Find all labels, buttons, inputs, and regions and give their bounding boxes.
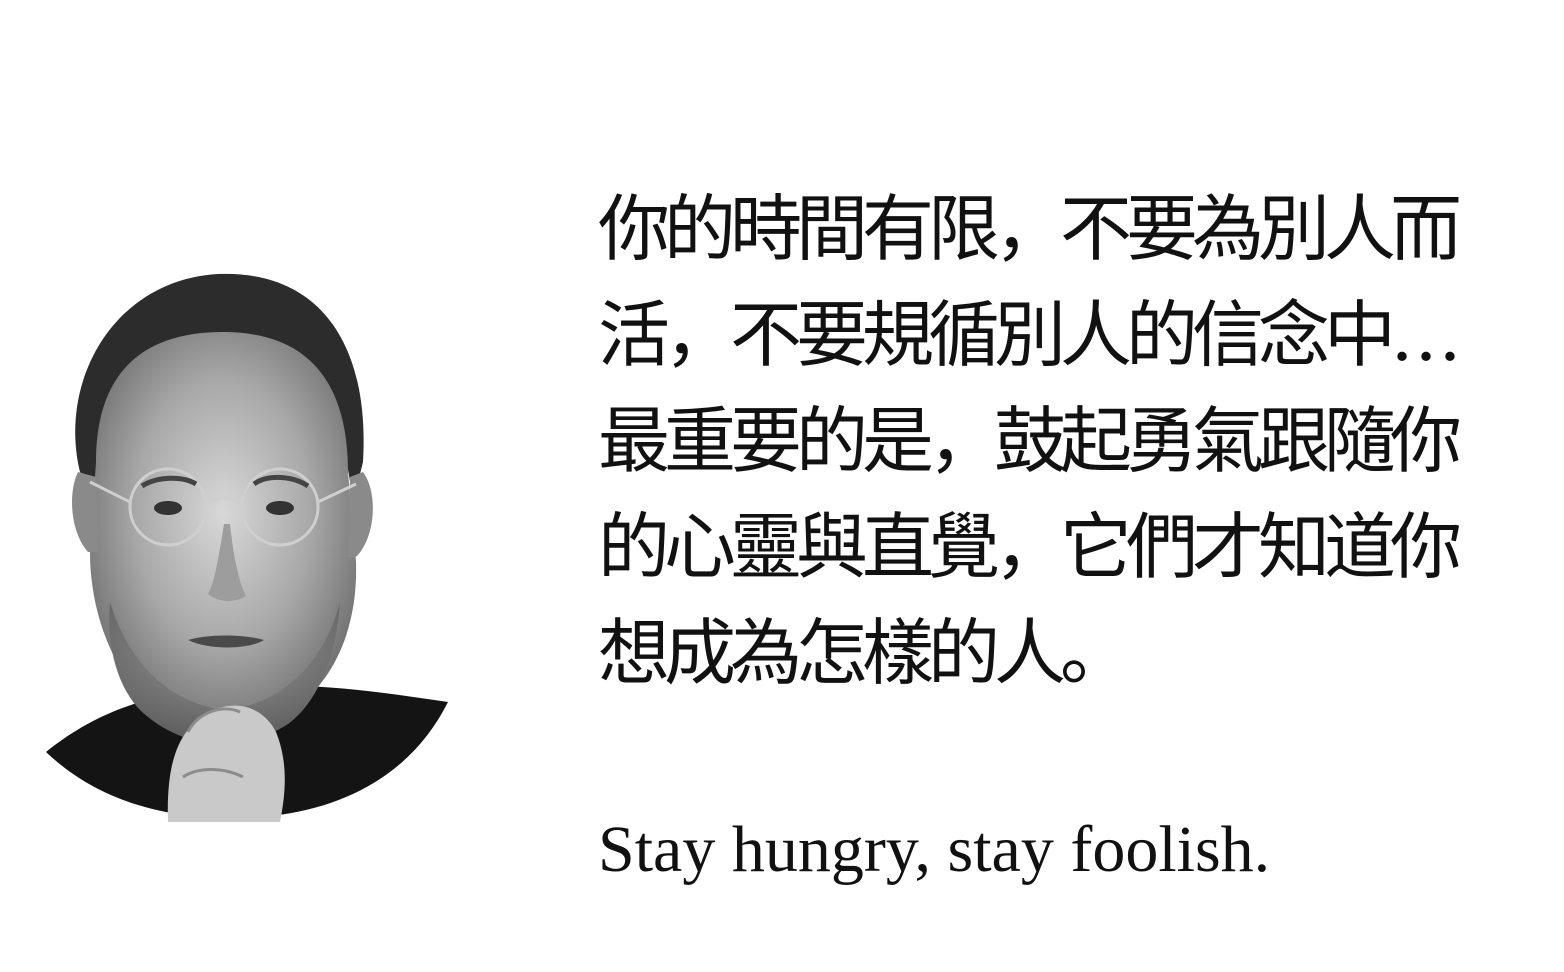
hand-shape	[167, 705, 285, 822]
quote-text: 你的時間有限，不要為別人而 活，不要規循別人的信念中… 最重要的是，鼓起勇氣跟隨…	[598, 176, 1528, 706]
quote-line-2: 活，不要規循別人的信念中…	[598, 293, 1462, 377]
hair-shape	[75, 273, 364, 502]
mouth-shape	[188, 635, 264, 648]
beard-shape	[109, 602, 340, 744]
quote-line-3: 最重要的是，鼓起勇氣跟隨你	[598, 399, 1462, 483]
quote-line-1: 你的時間有限，不要為別人而	[598, 187, 1462, 271]
portrait-photo	[46, 273, 448, 822]
quote-line-5: 想成為怎樣的人。	[598, 611, 1132, 695]
glasses-icon	[89, 467, 357, 547]
quote-line-4: 的心靈與直覺，它們才知道你	[598, 505, 1462, 589]
motto-text: Stay hungry, stay foolish.	[598, 813, 1271, 886]
